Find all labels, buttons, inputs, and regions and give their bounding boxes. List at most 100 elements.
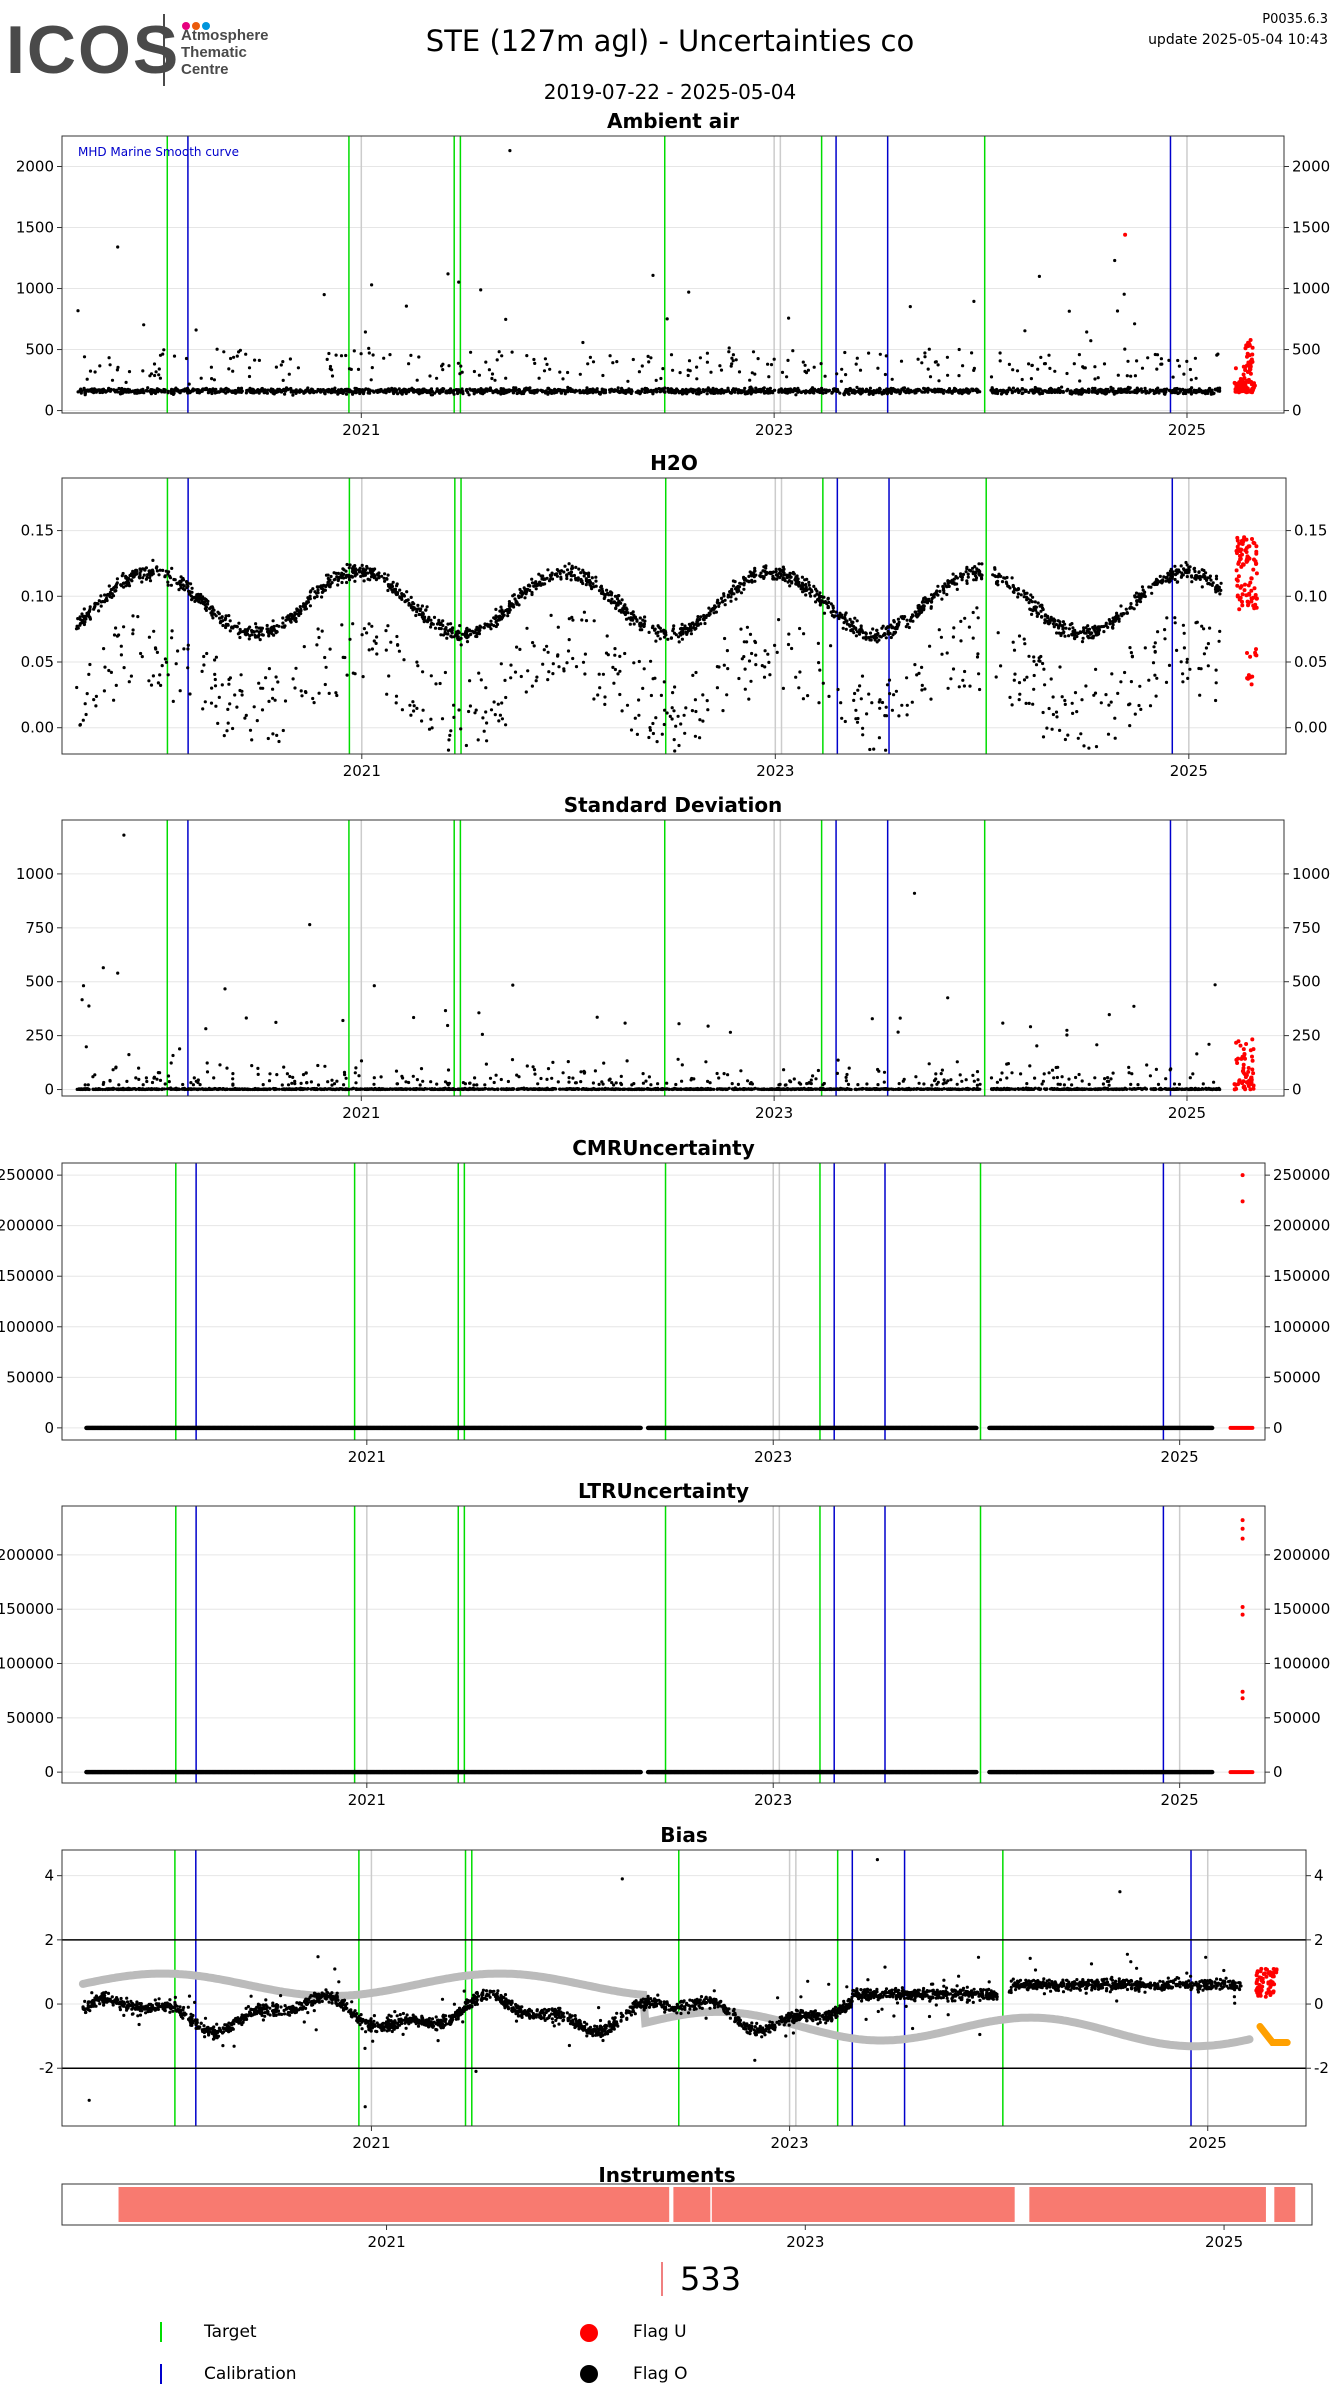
data-point (495, 358, 499, 362)
data-point (963, 669, 967, 674)
data-point (612, 681, 616, 685)
data-point (687, 290, 691, 294)
data-point (578, 390, 582, 394)
data-point (1217, 585, 1221, 589)
data-point (362, 579, 366, 583)
data-point (546, 678, 550, 682)
data-point (102, 689, 106, 693)
data-point (1135, 386, 1139, 390)
data-point (389, 583, 393, 588)
data-point (721, 599, 725, 603)
data-point (896, 617, 901, 621)
data-point (1094, 390, 1098, 394)
data-point (793, 387, 797, 391)
data-point (158, 353, 163, 357)
data-point (291, 677, 295, 681)
data-point (472, 392, 476, 396)
data-point (316, 588, 320, 592)
data-point (85, 692, 89, 696)
data-point (604, 592, 609, 596)
data-point (298, 390, 302, 394)
data-point (695, 365, 699, 369)
data-point (112, 633, 117, 637)
data-point (1138, 600, 1143, 604)
data-point (1002, 576, 1006, 580)
data-point (101, 599, 105, 604)
data-point (1179, 564, 1183, 568)
data-point (878, 352, 882, 356)
data-point (819, 362, 823, 366)
data-point (156, 681, 160, 685)
data-point (1167, 358, 1171, 362)
data-point (726, 388, 730, 392)
data-point (578, 372, 582, 376)
data-point (1092, 693, 1096, 697)
data-point (567, 617, 571, 621)
data-point (228, 702, 232, 706)
data-point (452, 635, 456, 639)
data-point (1140, 592, 1144, 596)
data-point (907, 389, 911, 393)
data-point (358, 390, 362, 394)
data-point (391, 580, 395, 584)
data-point (1063, 737, 1067, 742)
data-point (253, 633, 257, 638)
flag-u-point (1236, 388, 1241, 393)
data-point (836, 687, 840, 692)
data-point (852, 698, 856, 703)
data-point (619, 610, 624, 614)
data-point (1111, 621, 1115, 625)
data-point (613, 653, 617, 657)
data-point (656, 634, 660, 638)
data-point (191, 389, 195, 393)
data-point (79, 391, 83, 395)
data-point (965, 579, 969, 583)
data-point (483, 622, 487, 626)
data-point (432, 615, 437, 620)
data-point (749, 573, 753, 577)
data-point (1119, 680, 1123, 684)
data-point (808, 587, 812, 591)
data-point (107, 668, 111, 673)
data-point (490, 376, 494, 381)
data-point (868, 386, 873, 390)
data-point (690, 389, 694, 394)
data-point (250, 633, 254, 637)
data-point (726, 667, 730, 671)
data-point (1050, 390, 1054, 395)
data-point (774, 567, 778, 571)
data-point (679, 627, 684, 631)
data-point (449, 729, 453, 733)
data-point (818, 603, 822, 607)
data-point (655, 740, 659, 744)
data-point (695, 618, 700, 622)
data-point (742, 587, 746, 591)
data-point (612, 601, 616, 605)
data-point (695, 392, 699, 396)
data-point (955, 576, 960, 580)
data-point (290, 617, 294, 621)
data-point (1085, 330, 1089, 334)
data-point (122, 625, 126, 629)
data-point (1033, 388, 1037, 392)
data-point (818, 668, 822, 672)
y-tick-label: 2000 (16, 158, 54, 176)
data-point (613, 647, 617, 651)
data-point (562, 669, 566, 673)
data-point (975, 390, 980, 394)
data-point (525, 626, 529, 630)
data-point (425, 605, 429, 609)
data-point (293, 686, 297, 690)
data-point (166, 673, 170, 677)
data-point (198, 597, 202, 601)
data-point (1169, 390, 1173, 394)
data-point (451, 389, 455, 393)
data-point (1027, 701, 1031, 706)
data-point (1206, 576, 1210, 580)
data-point (892, 693, 896, 697)
data-point (511, 391, 516, 395)
flag-u-point (1249, 382, 1254, 387)
data-point (1091, 388, 1095, 392)
data-point (158, 376, 162, 380)
data-point (1012, 648, 1017, 652)
